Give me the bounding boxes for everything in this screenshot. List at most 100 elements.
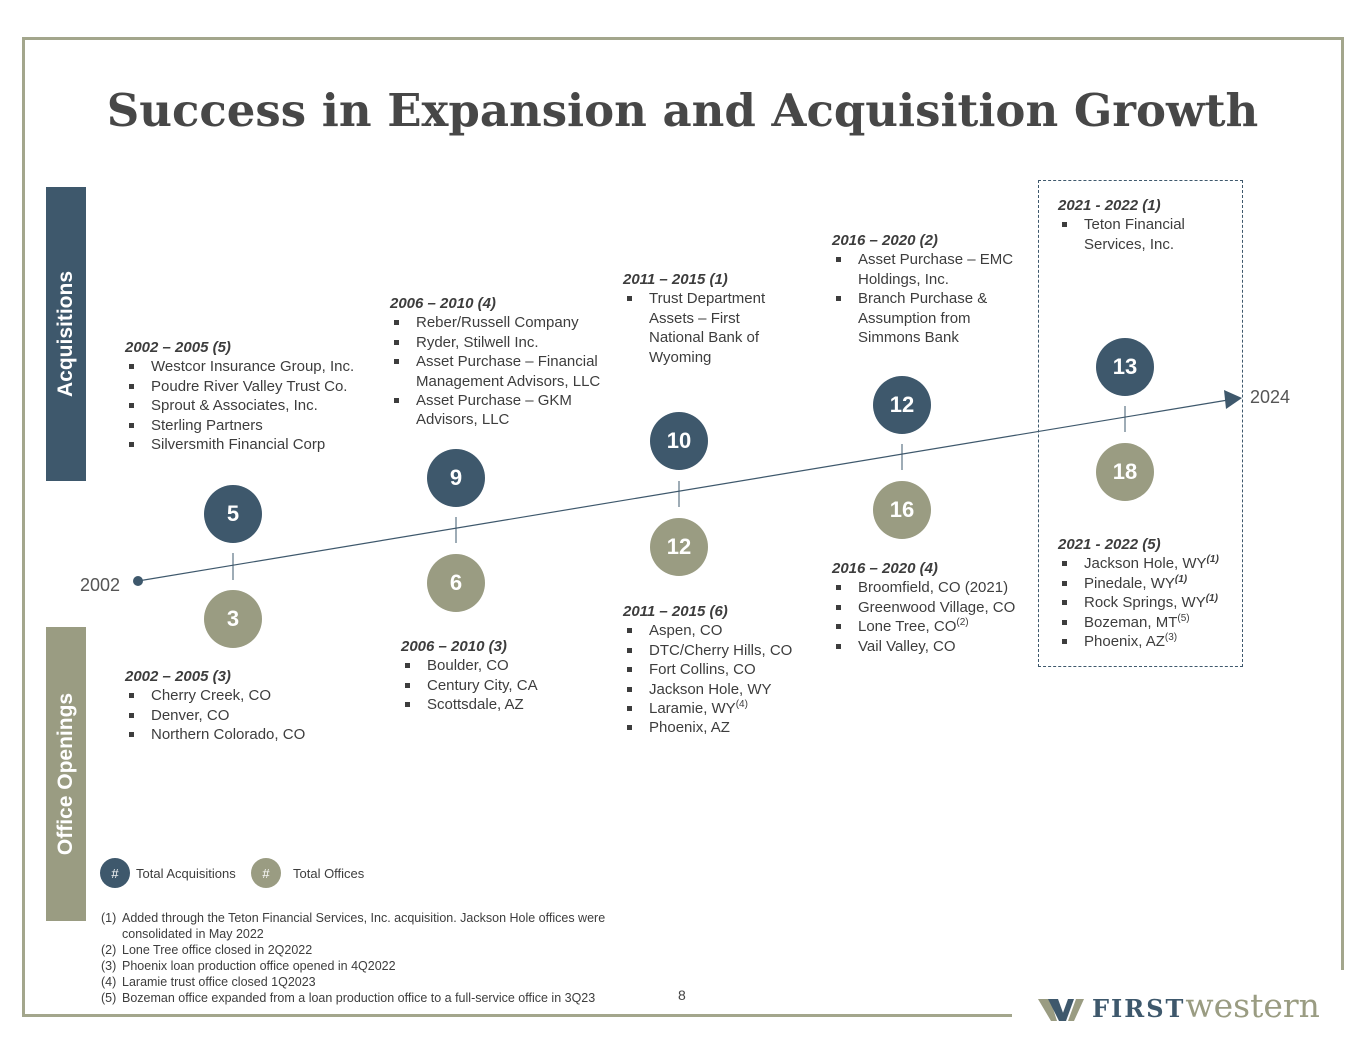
list-item: Northern Colorado, CO bbox=[125, 725, 365, 744]
list-item: Pinedale, WY(1) bbox=[1058, 574, 1233, 593]
office-count-circle: 3 bbox=[204, 590, 262, 648]
period-header: 2002 – 2005 (3) bbox=[125, 668, 231, 685]
period-header: 2016 – 2020 (2) bbox=[832, 232, 938, 249]
list-item: Greenwood Village, CO bbox=[832, 598, 1037, 617]
list-item: Phoenix, AZ(3) bbox=[1058, 632, 1233, 651]
list-item: Cherry Creek, CO bbox=[125, 686, 365, 705]
footnote: (3) Phoenix loan production office opened… bbox=[101, 958, 641, 974]
acquisitions-2016-2020: 2016 – 2020 (2) Asset Purchase – EMC Hol… bbox=[832, 231, 1032, 347]
office-count-circle: 16 bbox=[873, 481, 931, 539]
list-item-text: Phoenix, AZ bbox=[1084, 633, 1165, 651]
offices-2016-2020: 2016 – 2020 (4) Broomfield, CO (2021) Gr… bbox=[832, 559, 1037, 656]
list-item: Asset Purchase – EMC Holdings, Inc. bbox=[832, 250, 1032, 289]
acquisition-count-circle: 10 bbox=[650, 412, 708, 470]
company-logo: FIRST western bbox=[1038, 986, 1320, 1025]
legend-acquisitions-dot: # bbox=[100, 858, 130, 888]
list-item-text: Phoenix, AZ bbox=[649, 719, 730, 737]
offices-2002-2005: 2002 – 2005 (3) Cherry Creek, CO Denver,… bbox=[125, 667, 365, 745]
footnote-number: (2) bbox=[101, 943, 117, 957]
list-item-text: Vail Valley, CO bbox=[858, 637, 956, 655]
legend-acquisitions-label: Total Acquisitions bbox=[136, 865, 236, 881]
list-item-text: Pinedale, WY bbox=[1084, 574, 1175, 592]
list-item-text: Rock Springs, WY bbox=[1084, 594, 1206, 612]
logo-first-text: FIRST bbox=[1092, 994, 1186, 1023]
logo-western-text: western bbox=[1185, 986, 1320, 1025]
office-count-circle: 18 bbox=[1096, 443, 1154, 501]
legend-acquisitions: # Total Acquisitions bbox=[100, 858, 236, 888]
list-item: Sprout & Associates, Inc. bbox=[125, 396, 385, 415]
list-item-text: Broomfield, CO (2021) bbox=[858, 579, 1009, 597]
list-item-text: Laramie, WY bbox=[649, 700, 736, 718]
list-item-text: Lone Tree, CO bbox=[858, 618, 957, 636]
footnote-ref: (1) bbox=[1205, 593, 1218, 605]
list-item: Asset Purchase – GKM Advisors, LLC bbox=[390, 391, 625, 430]
footnote-text: Added through the Teton Financial Servic… bbox=[122, 911, 606, 941]
period-header: 2011 – 2015 (6) bbox=[623, 603, 728, 620]
acquisitions-band: Acquisitions bbox=[46, 187, 86, 481]
period-header: 2006 – 2010 (4) bbox=[390, 295, 496, 312]
frame-left-border bbox=[22, 37, 25, 1017]
list-item-text: Fort Collins, CO bbox=[649, 661, 756, 679]
footnote-text: Lone Tree office closed in 2Q2022 bbox=[122, 943, 313, 957]
period-header: 2021 - 2022 (5) bbox=[1058, 536, 1161, 553]
office-count-circle: 6 bbox=[427, 554, 485, 612]
footnote: (2) Lone Tree office closed in 2Q2022 bbox=[101, 942, 641, 958]
list-item: Broomfield, CO (2021) bbox=[832, 578, 1037, 597]
footnote-ref: (1) bbox=[1206, 554, 1219, 566]
legend-offices-label: Total Offices bbox=[293, 865, 365, 881]
list-item: Silversmith Financial Corp bbox=[125, 435, 385, 454]
list-item: Branch Purchase & Assumption from Simmon… bbox=[832, 289, 1032, 347]
period-header: 2002 – 2005 (5) bbox=[125, 339, 231, 356]
footnote: (4) Laramie trust office closed 1Q2023 bbox=[101, 974, 641, 990]
office-count-circle: 12 bbox=[650, 518, 708, 576]
period-header: 2006 – 2010 (3) bbox=[401, 638, 507, 655]
list-item: Denver, CO bbox=[125, 706, 365, 725]
period-header: 2016 – 2020 (4) bbox=[832, 560, 938, 577]
list-item-text: Jackson Hole, WY bbox=[1084, 555, 1207, 573]
footnote-text: Phoenix loan production office opened in… bbox=[122, 959, 396, 973]
list-item-text: Greenwood Village, CO bbox=[858, 598, 1016, 616]
list-item-text: DTC/Cherry Hills, CO bbox=[649, 641, 793, 659]
footnote-number: (1) bbox=[101, 911, 117, 925]
highlight-box-2021-2022 bbox=[1038, 180, 1243, 667]
period-header: 2021 - 2022 (1) bbox=[1058, 197, 1161, 214]
list-item: Trust Department Assets – First National… bbox=[623, 289, 788, 367]
frame-bottom-border bbox=[22, 1014, 1012, 1017]
footnote-number: (4) bbox=[101, 975, 117, 989]
footnote-text: Laramie trust office closed 1Q2023 bbox=[122, 975, 316, 989]
footnote: (1) Added through the Teton Financial Ser… bbox=[101, 910, 641, 942]
legend-offices: # Total Offices bbox=[251, 858, 364, 888]
list-item-text: Aspen, CO bbox=[649, 622, 723, 640]
timeline-line bbox=[137, 399, 1229, 582]
list-item: Poudre River Valley Trust Co. bbox=[125, 377, 385, 396]
list-item: Scottsdale, AZ bbox=[401, 695, 601, 714]
list-item-text: Jackson Hole, WY bbox=[649, 680, 772, 698]
list-item: Teton Financial Services, Inc. bbox=[1058, 215, 1228, 254]
list-item: Jackson Hole, WY bbox=[623, 680, 823, 699]
frame-top-border bbox=[22, 37, 1344, 40]
footnote-ref: (3) bbox=[1164, 632, 1178, 644]
footnote-number: (3) bbox=[101, 959, 117, 973]
list-item: Laramie, WY(4) bbox=[623, 699, 823, 718]
offices-2011-2015: 2011 – 2015 (6) Aspen, CO DTC/Cherry Hil… bbox=[623, 602, 823, 738]
legend-offices-dot: # bbox=[251, 858, 281, 888]
footnote-ref: (2) bbox=[956, 617, 969, 629]
list-item: Century City, CA bbox=[401, 676, 601, 695]
offices-2021-2022: 2021 - 2022 (5) Jackson Hole, WY(1) Pine… bbox=[1058, 535, 1233, 651]
acquisitions-2011-2015: 2011 – 2015 (1) Trust Department Assets … bbox=[623, 270, 788, 367]
list-item: Asset Purchase – Financial Management Ad… bbox=[390, 352, 625, 391]
acquisition-count-circle: 13 bbox=[1096, 338, 1154, 396]
footnote: (5) Bozeman office expanded from a loan p… bbox=[101, 990, 641, 1006]
acquisition-count-circle: 5 bbox=[204, 485, 262, 543]
footnotes: (1) Added through the Teton Financial Ser… bbox=[101, 910, 641, 1006]
page-number: 8 bbox=[678, 987, 686, 1003]
office-openings-band: Office Openings bbox=[46, 627, 86, 921]
list-item: Fort Collins, CO bbox=[623, 660, 823, 679]
timeline-arrowhead bbox=[1224, 390, 1242, 409]
footnote-ref: (4) bbox=[735, 699, 748, 711]
list-item: Rock Springs, WY(1) bbox=[1058, 593, 1233, 612]
list-item: Ryder, Stilwell Inc. bbox=[390, 333, 625, 352]
acquisitions-2006-2010: 2006 – 2010 (4) Reber/Russell Company Ry… bbox=[390, 294, 625, 430]
list-item: Westcor Insurance Group, Inc. bbox=[125, 357, 385, 376]
list-item: Vail Valley, CO bbox=[832, 637, 1037, 656]
